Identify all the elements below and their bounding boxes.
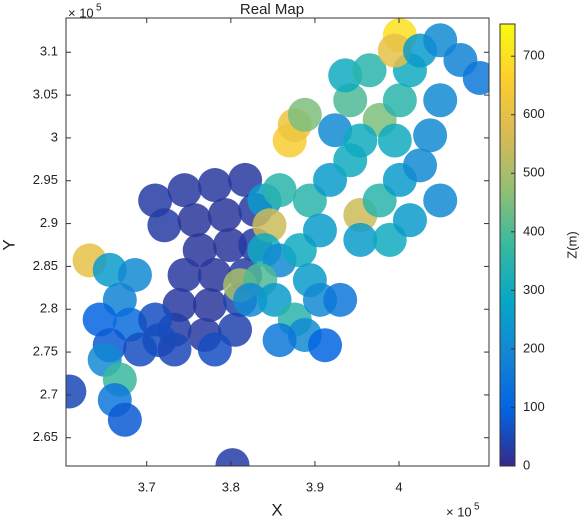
scatter-point [167, 257, 202, 292]
scatter-point [207, 198, 242, 233]
scatter-point [123, 332, 158, 367]
scatter-point [262, 173, 297, 208]
scatter-point [215, 448, 250, 466]
scatter-point [157, 332, 192, 367]
scatter-point [382, 83, 417, 118]
colorbar-tick-label: 200 [523, 340, 545, 355]
x-axis-label: X [271, 500, 282, 519]
colorbar-label: Z(m) [564, 231, 579, 258]
colorbar-tick-label: 600 [523, 106, 545, 121]
y-tick-label: 2.85 [33, 258, 58, 273]
y-tick-label: 2.9 [40, 215, 58, 230]
chart-title: Real Map [240, 1, 304, 18]
scatter-point [423, 83, 458, 118]
y-tick-label: 3.1 [40, 44, 58, 59]
points [66, 18, 489, 466]
scatter-point [107, 402, 142, 437]
x-tick-label: 4 [395, 479, 402, 494]
colorbar-tick-label: 700 [523, 48, 545, 63]
scatter-point [233, 282, 268, 317]
y-tick-label: 3 [51, 129, 58, 144]
scatter-point [192, 287, 227, 322]
scatter-point [377, 33, 412, 68]
scatter-point [167, 173, 202, 208]
scatter-point [413, 118, 448, 153]
y-tick-label: 2.65 [33, 429, 58, 444]
x-scale-exponent: 5 [474, 502, 480, 513]
colorbar [499, 23, 516, 467]
colorbar-tick-label: 500 [523, 165, 545, 180]
colorbar-tick-label: 0 [523, 457, 530, 472]
scatter-point [147, 208, 182, 243]
scatter-point [343, 222, 378, 257]
scatter-point [423, 183, 458, 218]
scatter-point [66, 374, 87, 409]
scatter-point [392, 203, 427, 238]
y-tick-label: 3.05 [33, 87, 58, 102]
colorbar-tick-label: 300 [523, 282, 545, 297]
y-tick-label: 2.7 [40, 386, 58, 401]
scatter-point [197, 332, 232, 367]
scatter-point [377, 123, 412, 158]
scatter-point [462, 60, 489, 95]
scatter-point [212, 227, 247, 262]
scatter-point [262, 323, 297, 358]
plot-frame [65, 17, 490, 467]
scatter-point [117, 257, 152, 292]
scatter-point [352, 53, 387, 88]
colorbar-tick-label: 400 [523, 223, 545, 238]
scatter-point [323, 282, 358, 317]
scatter-point [82, 302, 117, 337]
y-tick-label: 2.8 [40, 301, 58, 316]
y-tick-label: 2.95 [33, 172, 58, 187]
scatter-point [92, 252, 127, 287]
scatter-point [182, 233, 217, 268]
y-axis-label: Y [0, 239, 18, 250]
x-tick-label: 3.9 [306, 479, 324, 494]
colorbar-tick-label: 100 [523, 399, 545, 414]
y-tick-label: 2.75 [33, 344, 58, 359]
scatter-point [302, 213, 337, 248]
scatter-point [197, 168, 232, 203]
scatter-point [177, 203, 212, 238]
y-scale-label: × 10 [68, 5, 94, 20]
x-tick-label: 3.7 [138, 479, 156, 494]
scatter-point [287, 97, 322, 132]
scatter-point [308, 328, 343, 363]
scatter-point [403, 148, 438, 183]
y-scale-exponent: 5 [96, 3, 102, 14]
scatter-point [343, 123, 378, 158]
x-scale-label: × 10 [446, 504, 472, 519]
x-tick-label: 3.8 [222, 479, 240, 494]
